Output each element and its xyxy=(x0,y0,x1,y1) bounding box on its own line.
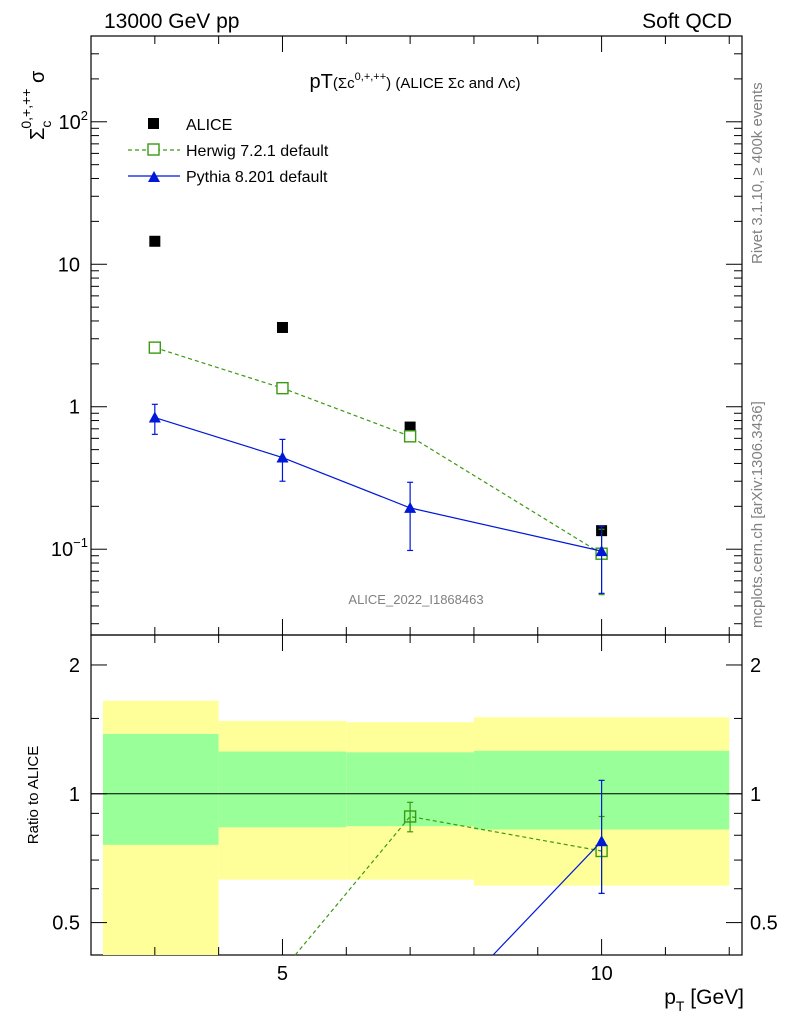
legend-herwig-marker xyxy=(147,143,160,156)
plot-title: pT(Σc0,+,++) (ALICE Σc and Λc) xyxy=(310,71,521,93)
ratio-y-tick-label: 2 xyxy=(69,655,80,677)
x-axis-label: pT [GeV] xyxy=(664,986,744,1014)
y-tick-label: 10−1 xyxy=(51,535,88,561)
pythia-point xyxy=(595,545,608,557)
pythia-ratio-point xyxy=(595,835,608,847)
legend-data-marker xyxy=(148,118,159,129)
analysis-watermark: ALICE_2022_I1868463 xyxy=(348,592,483,607)
pythia-ratio-line xyxy=(492,840,603,956)
ratio-y-tick-label: 1 xyxy=(69,784,80,806)
plot-title-prefix: (Σc xyxy=(333,75,355,92)
y-axis-label-base: Σ xyxy=(27,128,49,140)
ratio-band-inner xyxy=(218,751,347,828)
x-axis-label-tail: [GeV] xyxy=(684,986,744,1009)
rivet-version-text: Rivet 3.1.10, ≥ 400k events xyxy=(749,82,766,264)
legend-data-label: ALICE xyxy=(186,117,232,134)
x-axis-label-sub: T xyxy=(676,998,685,1014)
ratio-y-tick-label: 0.5 xyxy=(52,913,80,935)
x-tick-label: 5 xyxy=(277,963,288,985)
header-left: 13000 GeV pp xyxy=(104,10,239,33)
mcplots-credit-text: mcplots.cern.ch [arXiv:1306.3436] xyxy=(749,401,766,628)
plot-title-sup: 0,+,++ xyxy=(355,71,387,83)
herwig-ratio-line xyxy=(294,815,602,956)
data-point xyxy=(276,321,288,333)
main-axis-ticks: 5 10 10−1 1 10 102 xyxy=(51,35,742,985)
data-point xyxy=(404,421,416,433)
legend-pythia-label: Pythia 8.201 default xyxy=(186,169,328,186)
legend: ALICE Herwig 7.2.1 default Pythia 8.201 … xyxy=(128,117,329,186)
ratio-band-inner xyxy=(103,733,219,845)
pythia-point xyxy=(404,501,417,513)
legend-herwig-label: Herwig 7.2.1 default xyxy=(186,143,329,160)
pythia-point xyxy=(148,411,161,423)
herwig-point xyxy=(276,381,289,395)
y-axis-label-tail: σ xyxy=(27,70,49,89)
ratio-y-axis-label: Ratio to ALICE xyxy=(25,746,42,844)
ratio-panel-frame xyxy=(90,634,743,956)
pythia-point xyxy=(276,451,289,463)
ratio-axis-ticks: 0.5 0.5 1 1 2 2 xyxy=(52,655,778,935)
y-axis-label: Σc 0,+,++ σ xyxy=(18,70,54,140)
y-tick-label: 102 xyxy=(59,108,88,134)
plot-title-main: pT xyxy=(310,71,333,93)
herwig-ratio-point xyxy=(403,810,417,823)
ratio-y-tick-label-right: 0.5 xyxy=(750,913,778,935)
main-series xyxy=(148,235,608,596)
ratio-bands xyxy=(103,700,730,955)
legend-pythia-marker xyxy=(148,171,160,182)
data-point xyxy=(149,235,161,247)
ratio-series xyxy=(294,779,608,956)
herwig-point xyxy=(403,430,417,443)
herwig-line xyxy=(154,347,602,555)
ratio-y-tick-label-right: 1 xyxy=(750,784,761,806)
y-tick-label: 10 xyxy=(58,254,80,276)
header-right: Soft QCD xyxy=(642,10,732,33)
y-axis-label-sub: c xyxy=(38,121,54,128)
pythia-line xyxy=(154,416,602,552)
herwig-point xyxy=(148,341,162,354)
ratio-y-tick-label-right: 2 xyxy=(750,655,761,677)
x-tick-label: 10 xyxy=(590,963,612,985)
x-axis-label-base: p xyxy=(664,986,676,1009)
plot-title-suffix: ) (ALICE Σc and Λc) xyxy=(386,75,520,92)
y-axis-label-sup: 0,+,++ xyxy=(18,89,34,129)
y-tick-label: 1 xyxy=(69,397,80,419)
